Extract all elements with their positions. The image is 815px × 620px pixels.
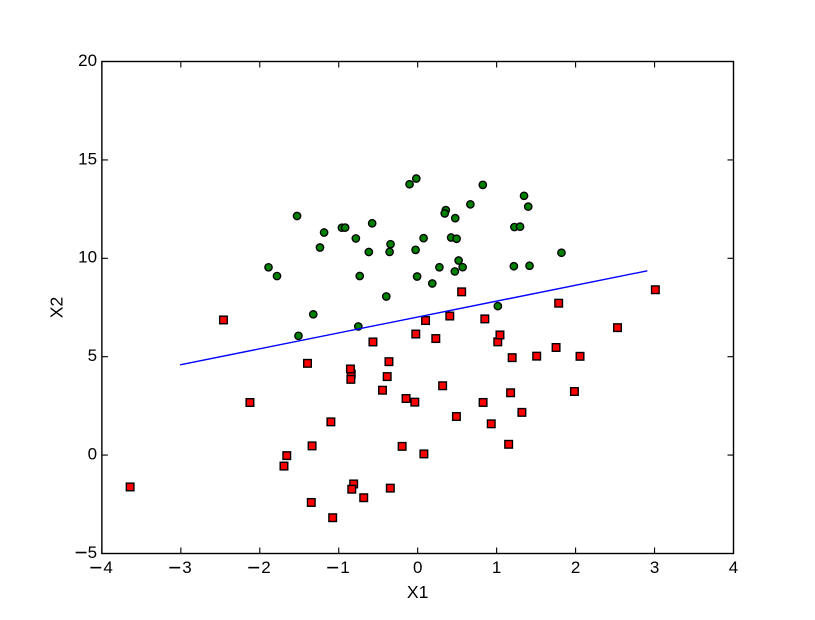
- svg-text:4: 4: [103, 558, 112, 577]
- svg-text:X1: X1: [407, 582, 429, 602]
- svg-text:1: 1: [492, 558, 501, 577]
- svg-text:1: 1: [340, 558, 349, 577]
- svg-text:0: 0: [413, 558, 422, 577]
- svg-text:4: 4: [729, 558, 738, 577]
- svg-text:5: 5: [88, 543, 97, 562]
- svg-text:20: 20: [78, 51, 97, 70]
- svg-text:3: 3: [182, 558, 191, 577]
- svg-text:2: 2: [261, 558, 270, 577]
- svg-text:10: 10: [78, 248, 97, 267]
- svg-text:15: 15: [78, 149, 97, 168]
- svg-text:X2: X2: [47, 297, 67, 319]
- svg-text:0: 0: [88, 445, 97, 464]
- svg-text:5: 5: [88, 346, 97, 365]
- svg-text:3: 3: [650, 558, 659, 577]
- svg-text:2: 2: [571, 558, 580, 577]
